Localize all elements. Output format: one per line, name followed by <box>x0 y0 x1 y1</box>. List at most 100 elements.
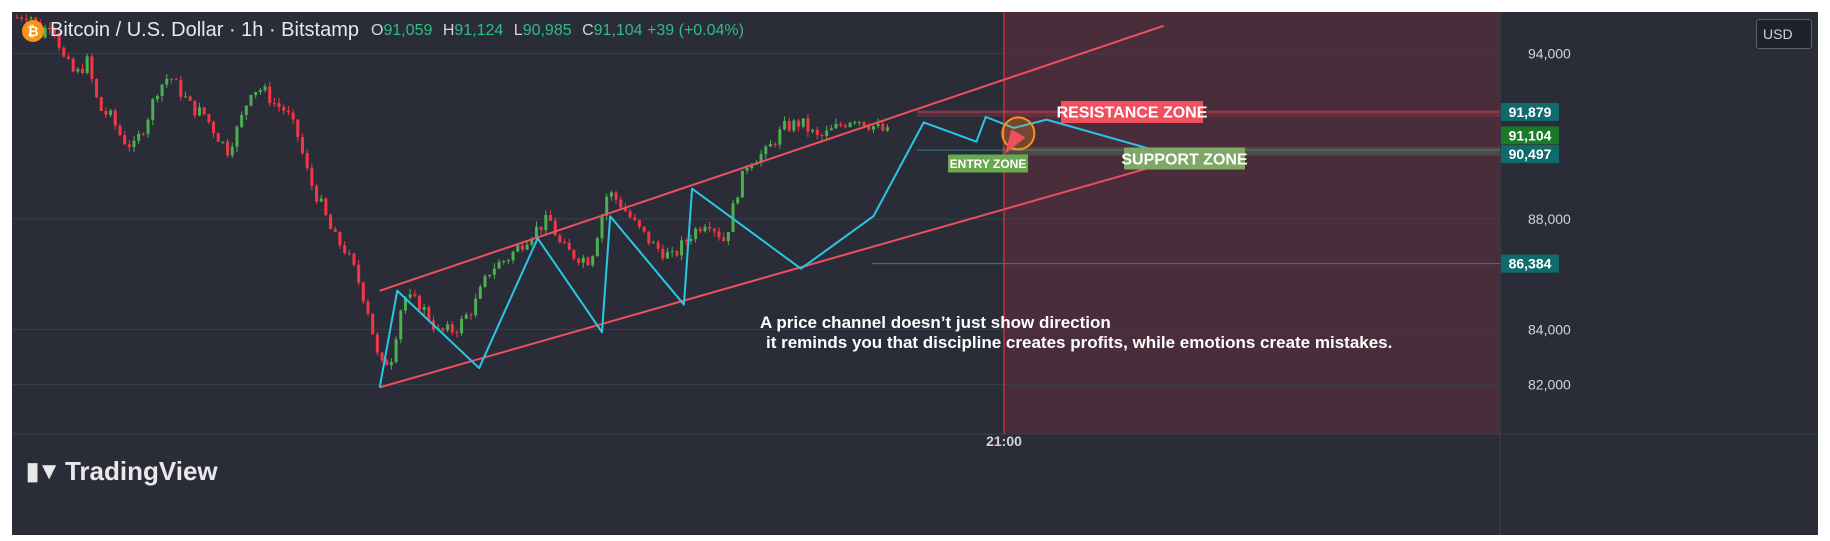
candle-body <box>881 123 885 131</box>
support-zone-label: SUPPORT ZONE <box>1121 151 1248 168</box>
candle-body <box>506 260 510 262</box>
candle-body <box>20 17 24 19</box>
candle-body <box>712 228 716 232</box>
candle-body <box>745 168 749 171</box>
candle-body <box>792 120 796 131</box>
candle-body <box>258 90 262 92</box>
low-value: 90,985 <box>522 21 572 39</box>
candle-body <box>534 226 538 239</box>
candle-body <box>605 196 609 216</box>
candle-body <box>614 192 618 200</box>
candle-body <box>109 110 113 115</box>
candle-body <box>689 239 693 242</box>
resistance-price-tag-bg <box>1501 102 1559 121</box>
candle-body <box>637 220 641 227</box>
candle-body <box>586 257 590 266</box>
candle-body <box>530 238 534 245</box>
candle-body <box>221 141 225 143</box>
candle-body <box>81 68 85 74</box>
candle-body <box>146 119 150 134</box>
candle-body <box>633 217 637 221</box>
candle-body <box>698 228 702 232</box>
candle-body <box>497 261 501 269</box>
candle-body <box>483 276 487 287</box>
candle-body <box>572 249 576 259</box>
candle-body <box>848 122 852 127</box>
candle-body <box>296 119 300 138</box>
candle-body <box>254 91 258 96</box>
candle-body <box>811 129 815 132</box>
candle-body <box>319 198 323 202</box>
candle-body <box>740 170 744 198</box>
candle-body <box>127 144 131 148</box>
low-marker-price-tag-bg <box>1501 254 1559 273</box>
candle-body <box>656 242 660 249</box>
price-chart[interactable]: RESISTANCE ZONE SUPPORT ZONE ENTRY ZONE A p… <box>12 12 1818 535</box>
candle-body <box>563 242 567 244</box>
candle-body <box>413 294 417 296</box>
candle-body <box>305 153 309 169</box>
candle-body <box>857 121 861 123</box>
x-tick-label: 21:00 <box>986 433 1022 449</box>
candle-body <box>726 232 730 242</box>
tradingview-wordmark: TradingView <box>64 456 218 486</box>
symbol-title[interactable]: Bitcoin / U.S. Dollar · 1h · Bitstamp <box>50 19 359 41</box>
candle-body <box>249 95 253 106</box>
candle-body <box>394 339 398 363</box>
candle-body <box>717 231 721 238</box>
candle-body <box>520 245 524 250</box>
candle-body <box>628 211 632 218</box>
candle-body <box>71 58 75 72</box>
candle-body <box>609 192 613 197</box>
currency-button[interactable]: USD <box>1756 19 1812 49</box>
candle-body <box>600 215 604 239</box>
candle-body <box>244 105 248 115</box>
candle-body <box>352 253 356 265</box>
resistance-price-tag: 91,879 <box>1509 104 1552 120</box>
candle-body <box>427 306 431 321</box>
candle-body <box>385 360 389 366</box>
candle-body <box>759 154 763 163</box>
candle-body <box>52 29 56 34</box>
candle-body <box>820 135 824 137</box>
candle-body <box>450 324 454 333</box>
candle-body <box>347 253 351 255</box>
high-value: 91,124 <box>454 21 504 39</box>
candle-body <box>783 121 787 130</box>
candle-body <box>160 84 164 97</box>
close-value: 91,104 <box>593 21 643 39</box>
candle-body <box>95 79 99 98</box>
tradingview-logo[interactable]: ▮▼ TradingView <box>26 456 218 487</box>
candle-body <box>29 17 33 19</box>
chart-frame[interactable]: RESISTANCE ZONE SUPPORT ZONE ENTRY ZONE A p… <box>12 12 1818 535</box>
candle-body <box>670 251 674 253</box>
candle-body <box>558 235 562 243</box>
candle-body <box>460 318 464 334</box>
candle-body <box>684 240 688 242</box>
open-value: 91,059 <box>383 21 433 39</box>
low-label: L <box>513 21 523 39</box>
note-line-2: it reminds you that discipline creates p… <box>766 333 1392 352</box>
candle-body <box>123 135 127 145</box>
candle-body <box>478 286 482 299</box>
candle-body <box>408 294 412 298</box>
note-line-1: A price channel doesn’t just show direct… <box>760 313 1111 332</box>
channel-upper-line <box>379 24 1164 292</box>
candle-body <box>361 282 365 302</box>
candle-body <box>48 27 52 30</box>
candle-body <box>268 86 272 103</box>
candle-body <box>179 79 183 97</box>
support-price-tag: 90,497 <box>1509 146 1552 162</box>
candle-body <box>502 261 506 263</box>
candle-body <box>15 17 19 19</box>
open-label: O <box>370 21 384 39</box>
y-tick-label: 94,000 <box>1528 45 1571 61</box>
candle-body <box>577 258 581 263</box>
candle-body <box>263 86 267 91</box>
candle-body <box>389 362 393 366</box>
candle-body <box>207 114 211 123</box>
candle-body <box>272 102 276 104</box>
candle-body <box>694 228 698 240</box>
bitcoin-icon[interactable]: ₿ <box>22 19 44 42</box>
candle-body <box>553 220 557 236</box>
